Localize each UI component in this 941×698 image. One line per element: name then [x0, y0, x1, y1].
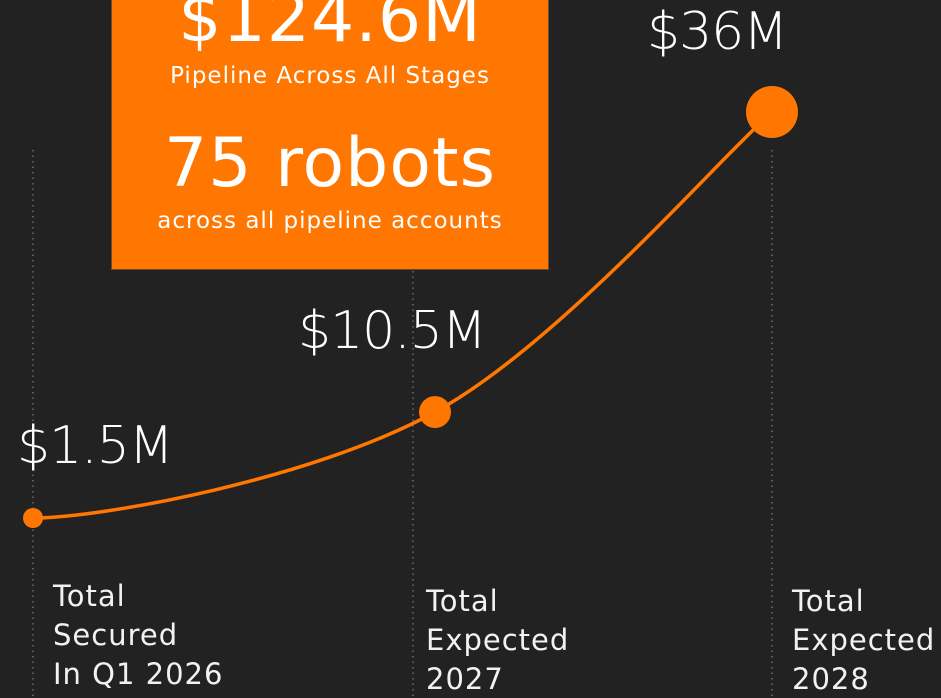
point [746, 86, 798, 138]
callout-caption: across all pipeline accounts [157, 208, 503, 234]
category-label: Total Expected 2027 [426, 584, 570, 696]
data-label: $1.5M [17, 416, 174, 476]
data-label: $10.5M [298, 301, 487, 361]
callout-box: $124.6M Pipeline Across All Stages 75 ro… [111, 0, 549, 270]
callout-headline: $124.6M [178, 0, 482, 58]
callout-count: 75 robots [163, 124, 497, 203]
callout-caption: Pipeline Across All Stages [170, 63, 490, 89]
category-label: Total Secured In Q1 2026 [53, 579, 224, 691]
point [419, 396, 451, 429]
point [23, 508, 43, 528]
data-label: $36M [647, 2, 788, 62]
category-label: Total Expected 2028 [792, 584, 936, 696]
